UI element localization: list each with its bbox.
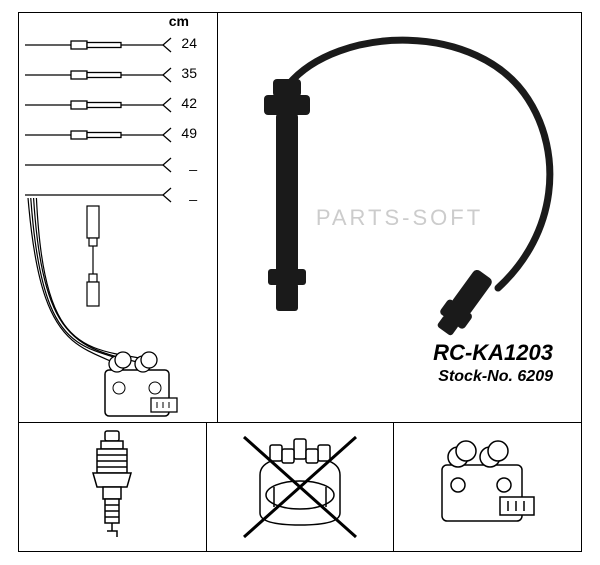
main-row: cm 24 (19, 13, 581, 423)
cable-length: _ (189, 155, 197, 171)
stock-number: 6209 (517, 368, 553, 385)
stock-number-row: Stock-No. 6209 (433, 368, 553, 386)
unit-header: cm (169, 13, 189, 29)
spark-plug-icon (77, 427, 147, 547)
cable-length: 35 (181, 65, 197, 81)
cable-plug-icon (23, 65, 173, 85)
cable-schematic-panel: cm 24 (19, 13, 218, 422)
cable-length: 49 (181, 125, 197, 141)
cable-plug-icon (23, 35, 173, 55)
cable-row: 35 (19, 65, 217, 85)
connector-type-row (19, 423, 581, 551)
stock-label: Stock-No. (438, 368, 513, 385)
cable-row: _ (19, 155, 217, 175)
cable-length: 42 (181, 95, 197, 111)
ignition-coil-icon (418, 427, 558, 547)
product-panel: PARTS-SOFT RC-KA1203 Stock-No. 6209 (218, 13, 581, 422)
cable-plug-icon (23, 95, 173, 115)
cable-row: 42 (19, 95, 217, 115)
part-number: RC-KA1203 (433, 340, 553, 366)
cable-length: 24 (181, 35, 197, 51)
part-label-block: RC-KA1203 Stock-No. 6209 (433, 340, 553, 386)
ignition-coil-cell (394, 423, 581, 551)
distributor-cap-cell (207, 423, 395, 551)
coil-bundle-icon (19, 198, 218, 428)
cable-row: 24 (19, 35, 217, 55)
cable-plug-icon (23, 125, 173, 145)
spark-plug-cell (19, 423, 207, 551)
cable-row: 49 (19, 125, 217, 145)
distributor-cap-crossed-icon (230, 427, 370, 547)
cable-line-icon (23, 155, 173, 175)
diagram-frame: cm 24 (18, 12, 582, 552)
